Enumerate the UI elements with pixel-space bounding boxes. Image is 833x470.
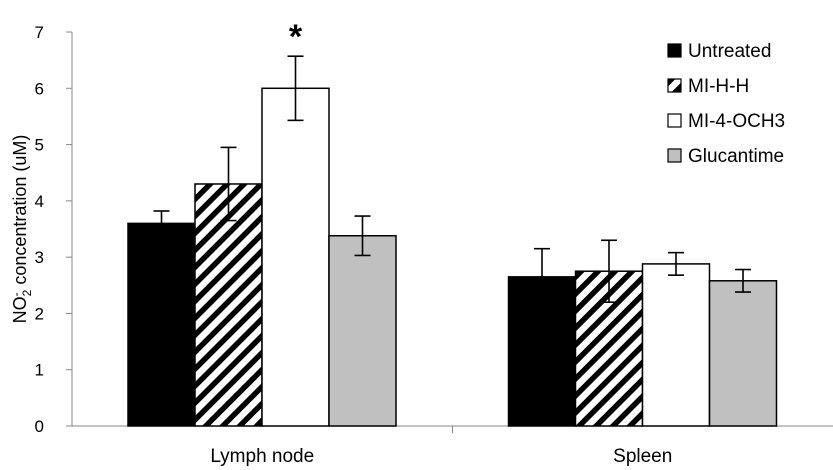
legend: Untreated MI-H-H MI-4-OCH3 Glucantime: [667, 41, 785, 167]
legend-label: MI-4-OCH3: [688, 111, 785, 132]
x-category-label: Lymph node: [210, 446, 314, 467]
y-tick-label: 3: [35, 248, 44, 267]
y-tick-label: 0: [35, 417, 44, 436]
y-tick-label: 7: [35, 23, 44, 42]
legend-label: MI-H-H: [688, 76, 749, 97]
y-axis-title: NO-2 concentration (uM): [9, 135, 34, 324]
y-tick-label: 1: [35, 361, 44, 380]
bar: [641, 263, 711, 427]
legend-label: Glucantime: [688, 146, 784, 167]
bar: [261, 87, 330, 427]
legend-swatch: [667, 113, 682, 128]
legend-swatch: [667, 43, 682, 58]
y-tick-label: 2: [35, 304, 44, 323]
legend-swatch: [667, 78, 682, 93]
bar: [194, 183, 263, 427]
bar: [127, 222, 196, 427]
x-category-label: Spleen: [613, 446, 672, 467]
bar: [708, 280, 778, 427]
y-tick-label: 6: [35, 79, 44, 98]
y-tick-label: 5: [35, 136, 44, 155]
significance-marker: *: [289, 18, 303, 56]
annotations: *: [289, 18, 303, 56]
bar: [328, 235, 397, 427]
legend-swatch: [667, 148, 682, 163]
bars: [127, 55, 778, 427]
legend-label: Untreated: [688, 41, 771, 62]
y-tick-label: 4: [35, 192, 44, 211]
